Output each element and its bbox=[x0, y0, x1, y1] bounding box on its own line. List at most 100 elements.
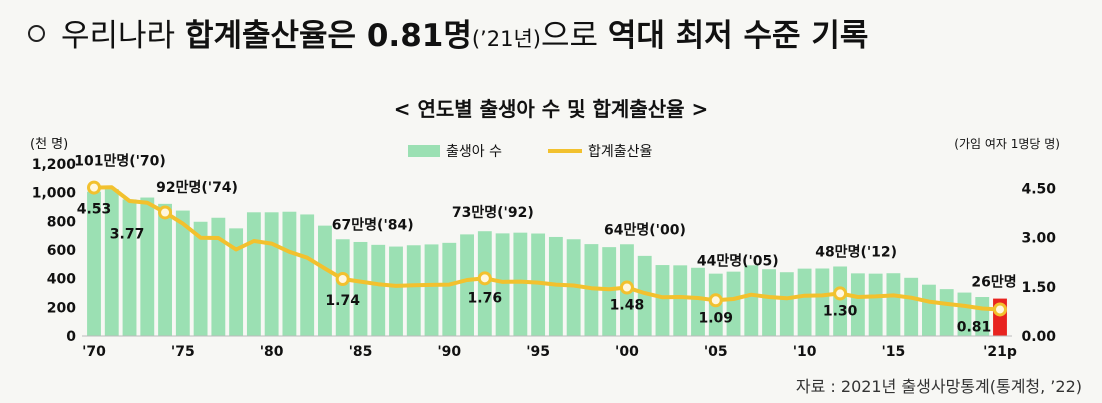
rate-label: 1.09 bbox=[698, 310, 733, 326]
headline-bold2: 역대 최저 수준 기록 bbox=[607, 18, 869, 54]
bar bbox=[957, 292, 972, 336]
bar bbox=[868, 273, 883, 336]
bullet-circle-icon bbox=[28, 25, 45, 42]
rate-label: 4.53 bbox=[77, 202, 112, 218]
bar bbox=[87, 191, 101, 336]
chart: < 연도별 출생아 수 및 합계출산율 > (천 명) (가임 여자 1명당 명… bbox=[30, 97, 1060, 360]
bar bbox=[939, 289, 954, 336]
left-axis-unit: (천 명) bbox=[30, 137, 68, 152]
bar bbox=[797, 268, 812, 336]
x-tick-label: '00 bbox=[615, 344, 639, 360]
bar bbox=[886, 273, 901, 336]
left-axis-tick: 200 bbox=[47, 300, 76, 316]
x-tick-label: '95 bbox=[526, 344, 550, 360]
plot-area: 0 200 400 600 800 1,000 1,200 0.00 1.50 3.00 4.50 '… bbox=[32, 153, 1057, 360]
line-point bbox=[708, 293, 723, 308]
bar bbox=[460, 234, 474, 336]
fertility-line bbox=[93, 185, 1001, 312]
birth-count-label: 73만명('92) bbox=[452, 204, 534, 221]
headline-small: (’21년) bbox=[471, 27, 541, 51]
line-point bbox=[993, 302, 1007, 317]
bar bbox=[318, 225, 332, 336]
bar bbox=[353, 241, 368, 336]
headline-bold1: 합계출산율은 0.81명 bbox=[184, 18, 472, 54]
bar bbox=[122, 199, 137, 336]
line-point bbox=[335, 271, 350, 286]
left-axis-tick: 600 bbox=[47, 243, 76, 259]
line-point bbox=[158, 205, 173, 220]
birth-count-label: 64만명('00) bbox=[604, 221, 686, 238]
headline-part1: 우리나라 bbox=[61, 18, 185, 54]
birth-count-label: 92만명('74) bbox=[156, 179, 238, 196]
bar bbox=[175, 210, 190, 336]
rate-label: 0.81 bbox=[957, 319, 992, 335]
bar bbox=[904, 277, 919, 336]
x-tick-label: '80 bbox=[260, 344, 284, 360]
rate-label: 1.74 bbox=[325, 293, 360, 309]
x-tick-label: '90 bbox=[437, 344, 461, 360]
bar bbox=[442, 242, 457, 336]
rate-label: 3.77 bbox=[110, 226, 145, 242]
right-axis-tick: 4.50 bbox=[1021, 182, 1056, 198]
bar bbox=[104, 189, 119, 336]
birth-count-label: 67만명('84) bbox=[332, 216, 414, 233]
bar bbox=[779, 272, 794, 336]
line-point bbox=[833, 286, 848, 301]
bar bbox=[264, 212, 279, 336]
bar bbox=[229, 228, 244, 336]
bar bbox=[655, 265, 670, 336]
bar bbox=[193, 221, 208, 336]
bar bbox=[495, 233, 510, 336]
right-axis-unit: (가임 여자 1명당 명) bbox=[954, 137, 1060, 151]
bar bbox=[513, 232, 528, 336]
line-point bbox=[619, 280, 634, 295]
birth-count-label: 26만명 bbox=[971, 274, 1016, 291]
bar bbox=[637, 255, 652, 336]
bar bbox=[300, 214, 315, 336]
x-tick-label: '10 bbox=[793, 344, 817, 360]
bar bbox=[922, 284, 936, 336]
x-tick-label: '05 bbox=[704, 344, 728, 360]
bar bbox=[158, 203, 172, 336]
legend: 출생아 수 합계출산율 bbox=[408, 144, 653, 160]
x-tick-label: '21p bbox=[983, 344, 1017, 360]
bar bbox=[673, 265, 688, 336]
x-tick-label: '75 bbox=[171, 344, 195, 360]
bar bbox=[246, 212, 261, 336]
line-point bbox=[87, 180, 101, 195]
bar bbox=[531, 233, 546, 336]
bar bbox=[602, 247, 617, 336]
bar bbox=[726, 271, 741, 336]
bar bbox=[211, 217, 226, 336]
left-axis-tick: 400 bbox=[47, 272, 76, 288]
bar bbox=[762, 269, 776, 336]
legend-bar-swatch bbox=[408, 145, 440, 157]
bar bbox=[815, 268, 830, 336]
x-tick-label: '85 bbox=[349, 344, 373, 360]
bar bbox=[744, 265, 759, 336]
x-tick-label: '15 bbox=[882, 344, 906, 360]
bar bbox=[140, 197, 155, 336]
rate-label: 1.30 bbox=[823, 303, 858, 319]
bar bbox=[424, 244, 439, 336]
birth-count-label: 44만명('05) bbox=[697, 253, 779, 270]
source-note: 자료 : 2021년 출생사망통계(통계청, ’22) bbox=[795, 377, 1082, 396]
left-axis-tick: 800 bbox=[47, 214, 76, 230]
headline-part2: 으로 bbox=[540, 18, 608, 54]
bar bbox=[833, 266, 848, 336]
right-axis-tick: 1.50 bbox=[1021, 280, 1056, 296]
legend-bar-label: 출생아 수 bbox=[446, 144, 502, 160]
birth-count-label: 101만명('70) bbox=[74, 153, 166, 170]
left-axis-tick: 1,200 bbox=[32, 157, 77, 173]
bar bbox=[566, 239, 581, 336]
line-point bbox=[477, 271, 492, 286]
headline: 우리나라 합계출산율은 0.81명(’21년)으로 역대 최저 수준 기록 bbox=[22, 10, 1092, 62]
birth-count-label: 48만명('12) bbox=[815, 243, 897, 260]
rate-label: 1.76 bbox=[468, 290, 503, 306]
x-tick-label: '70 bbox=[82, 344, 106, 360]
bar bbox=[282, 211, 297, 336]
bar bbox=[389, 246, 403, 336]
bar bbox=[850, 273, 865, 336]
bar bbox=[335, 239, 350, 336]
legend-line-label: 합계출산율 bbox=[588, 144, 653, 160]
